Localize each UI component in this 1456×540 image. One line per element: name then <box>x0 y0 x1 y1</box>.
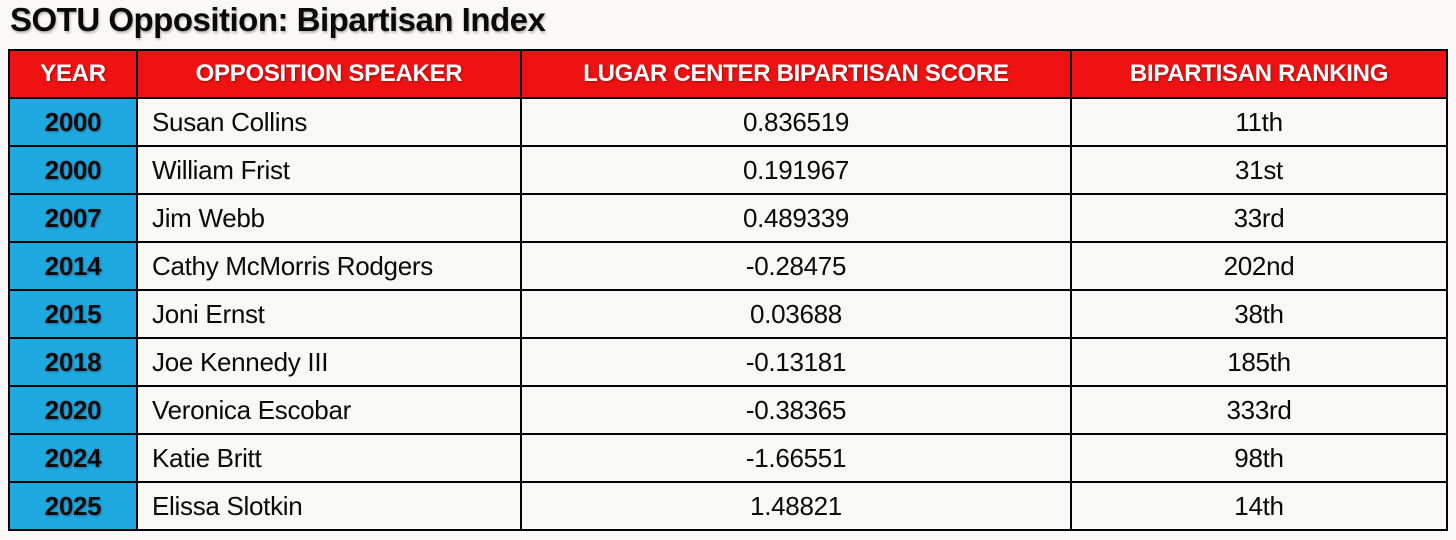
speaker-cell: Katie Britt <box>136 433 522 483</box>
table-row: 2015 Joni Ernst 0.03688 38th <box>8 289 1448 339</box>
score-cell: 1.48821 <box>520 481 1072 531</box>
page-title: SOTU Opposition: Bipartisan Index <box>10 1 546 38</box>
score-cell: 0.836519 <box>520 97 1072 147</box>
ranking-cell: 14th <box>1070 481 1448 531</box>
speaker-cell: Cathy McMorris Rodgers <box>136 241 522 291</box>
year-cell: 2015 <box>8 289 138 339</box>
ranking-cell: 185th <box>1070 337 1448 387</box>
year-cell: 2020 <box>8 385 138 435</box>
ranking-cell: 202nd <box>1070 241 1448 291</box>
table-row: 2014 Cathy McMorris Rodgers -0.28475 202nd <box>8 241 1448 291</box>
ranking-cell: 11th <box>1070 97 1448 147</box>
table-body: 2000 Susan Collins 0.836519 11th 2000 William… <box>8 97 1448 531</box>
score-cell: 0.191967 <box>520 145 1072 195</box>
speaker-cell: Veronica Escobar <box>136 385 522 435</box>
speaker-cell: Susan Collins <box>136 97 522 147</box>
ranking-cell: 33rd <box>1070 193 1448 243</box>
table-row: 2024 Katie Britt -1.66551 98th <box>8 433 1448 483</box>
table-header: YEAR OPPOSITION SPEAKER LUGAR CENTER BIP… <box>8 49 1448 99</box>
score-cell: -0.13181 <box>520 337 1072 387</box>
year-cell: 2007 <box>8 193 138 243</box>
table-row: 2007 Jim Webb 0.489339 33rd <box>8 193 1448 243</box>
year-cell: 2000 <box>8 97 138 147</box>
ranking-cell: 333rd <box>1070 385 1448 435</box>
ranking-cell: 31st <box>1070 145 1448 195</box>
year-cell: 2000 <box>8 145 138 195</box>
speaker-cell: Joe Kennedy III <box>136 337 522 387</box>
header-row: YEAR OPPOSITION SPEAKER LUGAR CENTER BIP… <box>8 49 1448 99</box>
table-row: 2020 Veronica Escobar -0.38365 333rd <box>8 385 1448 435</box>
column-header-year: YEAR <box>8 49 138 99</box>
table-row: 2018 Joe Kennedy III -0.13181 185th <box>8 337 1448 387</box>
score-cell: -1.66551 <box>520 433 1072 483</box>
score-cell: -0.28475 <box>520 241 1072 291</box>
bipartisan-index-table: YEAR OPPOSITION SPEAKER LUGAR CENTER BIP… <box>8 49 1448 531</box>
table-row: 2000 Susan Collins 0.836519 11th <box>8 97 1448 147</box>
speaker-cell: William Frist <box>136 145 522 195</box>
ranking-cell: 38th <box>1070 289 1448 339</box>
year-cell: 2018 <box>8 337 138 387</box>
score-cell: 0.03688 <box>520 289 1072 339</box>
speaker-cell: Elissa Slotkin <box>136 481 522 531</box>
year-cell: 2024 <box>8 433 138 483</box>
year-cell: 2025 <box>8 481 138 531</box>
table-row: 2000 William Frist 0.191967 31st <box>8 145 1448 195</box>
speaker-cell: Joni Ernst <box>136 289 522 339</box>
column-header-ranking: BIPARTISAN RANKING <box>1070 49 1448 99</box>
year-cell: 2014 <box>8 241 138 291</box>
score-cell: -0.38365 <box>520 385 1072 435</box>
speaker-cell: Jim Webb <box>136 193 522 243</box>
column-header-score: LUGAR CENTER BIPARTISAN SCORE <box>520 49 1072 99</box>
ranking-cell: 98th <box>1070 433 1448 483</box>
table-row: 2025 Elissa Slotkin 1.48821 14th <box>8 481 1448 531</box>
score-cell: 0.489339 <box>520 193 1072 243</box>
column-header-speaker: OPPOSITION SPEAKER <box>136 49 522 99</box>
